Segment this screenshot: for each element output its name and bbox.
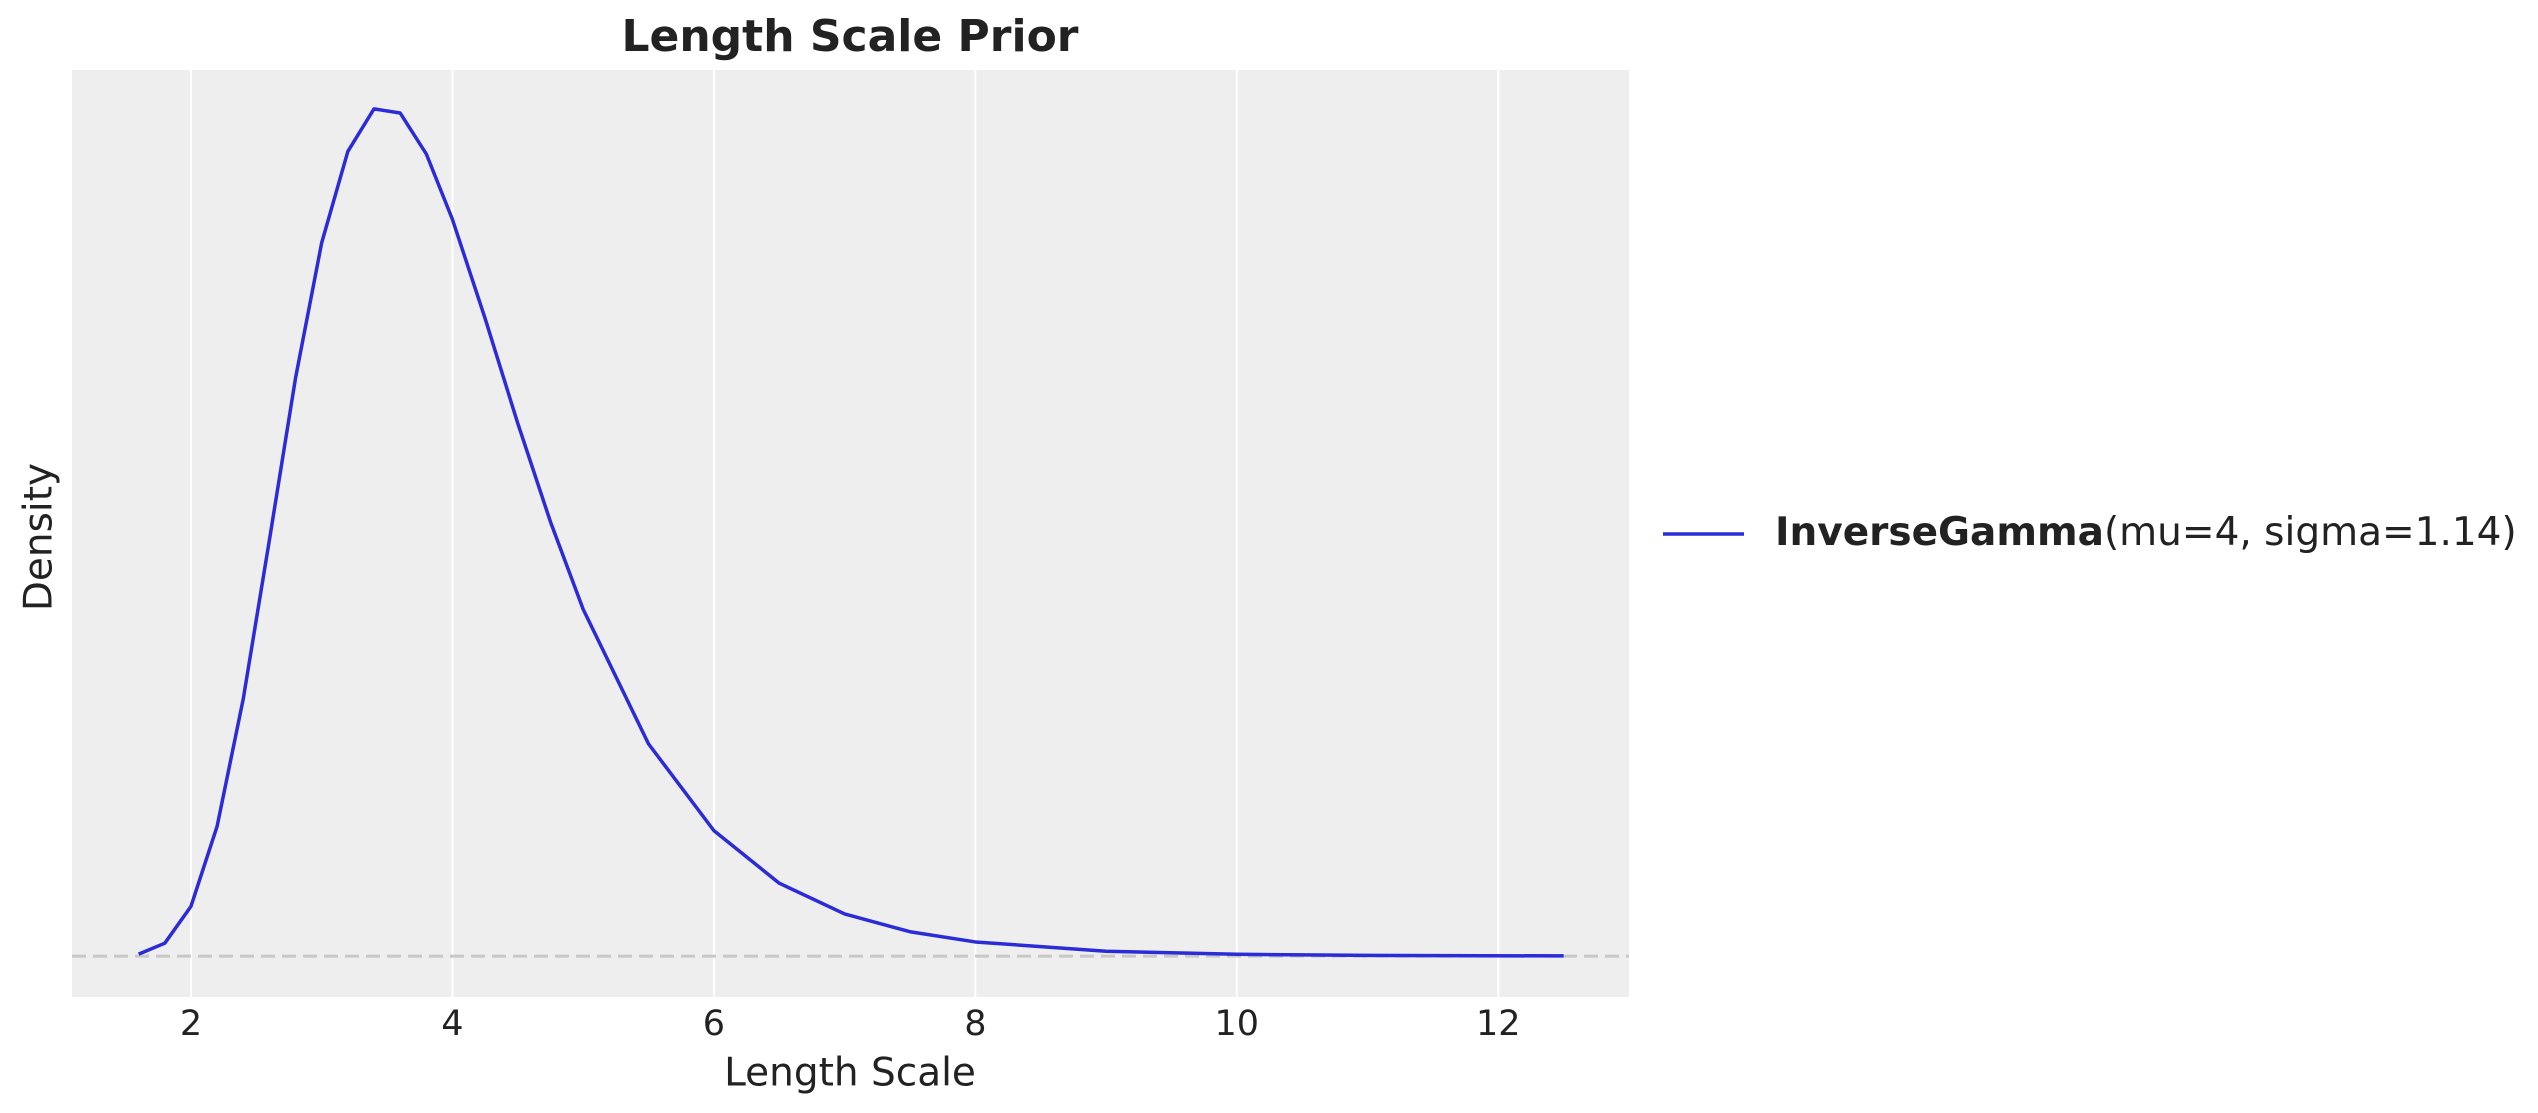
- chart-title: Length Scale Prior: [621, 11, 1078, 62]
- marks: [137, 107, 1564, 958]
- legend-params: (mu=4, sigma=1.14): [2104, 510, 2517, 555]
- x-tick-label: 6: [703, 1004, 725, 1044]
- legend: InverseGamma(mu=4, sigma=1.14): [1663, 510, 2517, 555]
- x-tick-label: 2: [180, 1004, 202, 1044]
- legend-text: InverseGamma(mu=4, sigma=1.14): [1775, 510, 2517, 555]
- x-tick-label: 4: [441, 1004, 463, 1044]
- x-tick-label: 12: [1476, 1004, 1521, 1044]
- legend-name: InverseGamma: [1775, 510, 2104, 555]
- x-axis-label: Length Scale: [724, 1051, 976, 1096]
- data-line: [137, 107, 1564, 958]
- plot-area: [72, 70, 1629, 997]
- x-tick-label: 10: [1215, 1004, 1260, 1044]
- y-axis-label: Density: [17, 463, 62, 611]
- x-tick-label: 8: [964, 1004, 986, 1044]
